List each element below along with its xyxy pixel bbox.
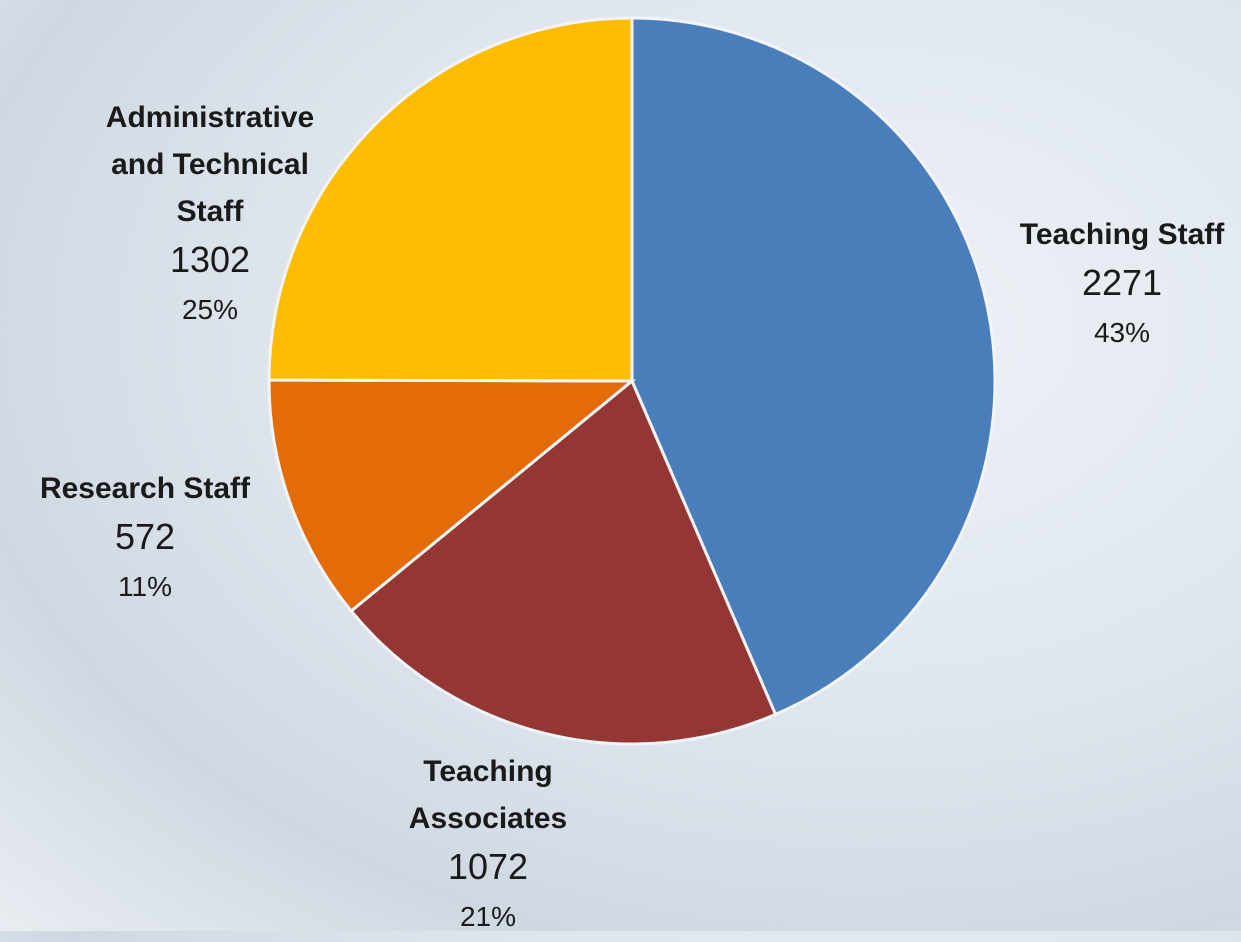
- page: (() => { const data = JSON.parse(documen…: [0, 0, 1241, 931]
- category-label: Administrative and Technical Staff: [85, 94, 335, 235]
- percent-label: 21%: [368, 892, 608, 942]
- value-label: 572: [5, 512, 285, 562]
- percent-label: 43%: [1002, 308, 1241, 358]
- category-label: Research Staff: [5, 465, 285, 512]
- value-label: 1072: [368, 842, 608, 892]
- category-label: Teaching Staff: [1002, 211, 1241, 258]
- value-label: 1302: [85, 235, 335, 285]
- category-label: Teaching Associates: [368, 748, 608, 842]
- percent-label: 11%: [5, 562, 285, 612]
- value-label: 2271: [1002, 258, 1241, 308]
- percent-label: 25%: [85, 285, 335, 335]
